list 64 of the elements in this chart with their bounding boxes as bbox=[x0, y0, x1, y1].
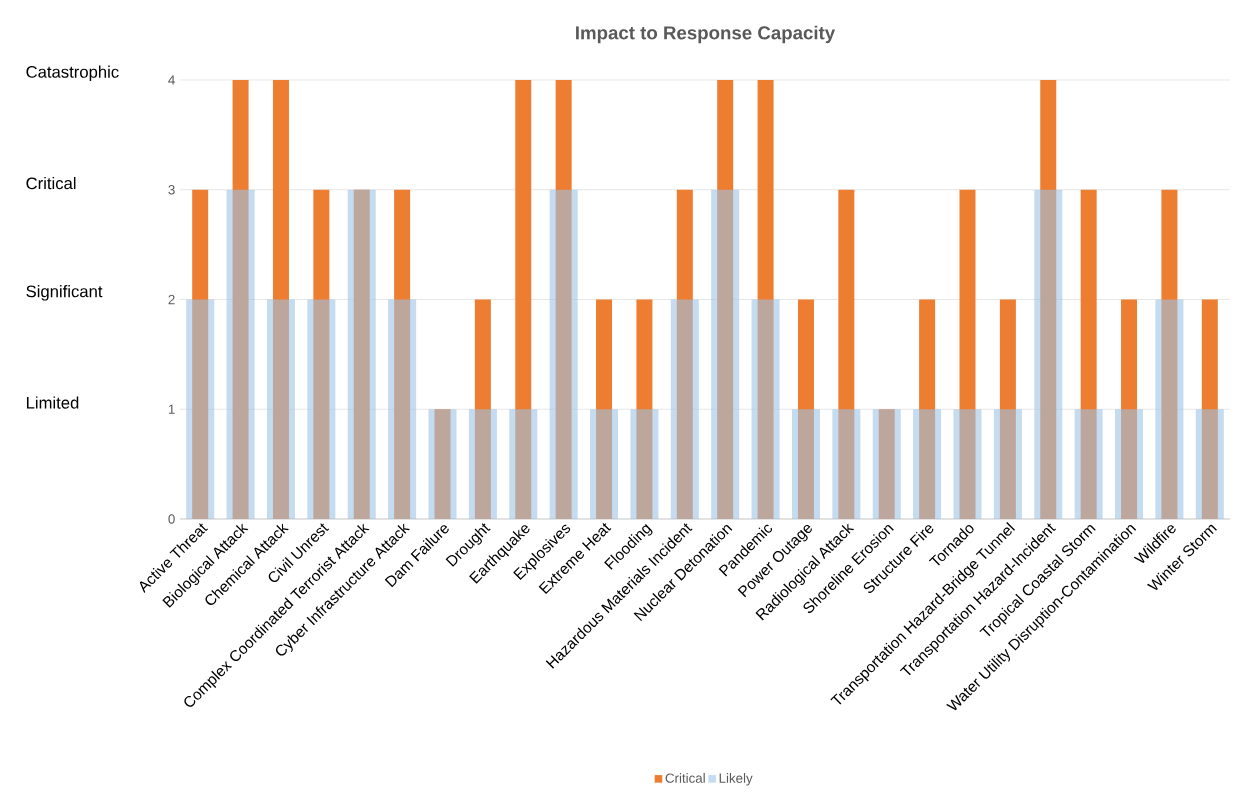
bar bbox=[353, 189, 370, 519]
text: Critical bbox=[26, 176, 76, 190]
bar bbox=[1074, 409, 1103, 519]
bar bbox=[832, 409, 861, 519]
bar bbox=[717, 80, 734, 519]
bar bbox=[791, 409, 820, 519]
bar bbox=[549, 189, 578, 519]
bar bbox=[670, 299, 699, 519]
bar bbox=[913, 409, 942, 519]
legend-label: Critical bbox=[665, 773, 705, 783]
bar bbox=[757, 80, 774, 519]
y-tick-label: 0 bbox=[168, 514, 175, 524]
bar bbox=[1155, 299, 1184, 519]
bar bbox=[434, 409, 451, 519]
text: Significant bbox=[26, 285, 103, 301]
bar bbox=[1115, 409, 1144, 519]
bar bbox=[388, 299, 417, 519]
bar bbox=[232, 80, 249, 519]
bar bbox=[878, 409, 895, 519]
bar bbox=[1201, 299, 1218, 519]
text: Catastrophic bbox=[26, 65, 119, 82]
bar bbox=[192, 189, 209, 519]
bar bbox=[266, 299, 295, 519]
bar bbox=[186, 299, 215, 519]
chart-title: Impact to Response Capacity bbox=[576, 25, 836, 44]
bar bbox=[394, 189, 411, 519]
bar bbox=[1080, 189, 1097, 519]
bar bbox=[1195, 409, 1224, 519]
bar bbox=[636, 299, 653, 519]
bar bbox=[1161, 189, 1178, 519]
bar bbox=[468, 409, 497, 519]
bar bbox=[999, 299, 1016, 519]
bar bbox=[676, 189, 693, 519]
bar bbox=[226, 189, 255, 519]
y-tick-label: 1 bbox=[168, 404, 175, 414]
text: Limited bbox=[26, 396, 79, 409]
bar bbox=[1040, 80, 1057, 519]
bar bbox=[630, 409, 659, 519]
y-tick-label: 4 bbox=[168, 75, 175, 85]
bar bbox=[515, 80, 532, 519]
bar bbox=[313, 189, 330, 519]
bar bbox=[919, 299, 936, 519]
bar bbox=[596, 299, 613, 519]
legend-label: Likely bbox=[719, 773, 753, 786]
bar bbox=[347, 189, 376, 519]
bar bbox=[838, 189, 855, 519]
bar bbox=[797, 299, 814, 519]
bar bbox=[307, 299, 336, 519]
bar bbox=[872, 409, 901, 519]
bar bbox=[555, 80, 572, 519]
bar bbox=[953, 409, 982, 519]
bar bbox=[590, 409, 619, 519]
bar bbox=[428, 409, 457, 519]
bar bbox=[272, 80, 289, 519]
y-tick-label: 2 bbox=[168, 294, 175, 305]
bar bbox=[1034, 189, 1063, 519]
bar bbox=[1121, 299, 1138, 519]
bar bbox=[509, 409, 538, 519]
bar bbox=[474, 299, 491, 519]
y-tick-label: 3 bbox=[168, 185, 175, 195]
bar bbox=[993, 409, 1022, 519]
bar bbox=[959, 189, 976, 519]
bar bbox=[711, 189, 740, 519]
bar bbox=[751, 299, 780, 519]
